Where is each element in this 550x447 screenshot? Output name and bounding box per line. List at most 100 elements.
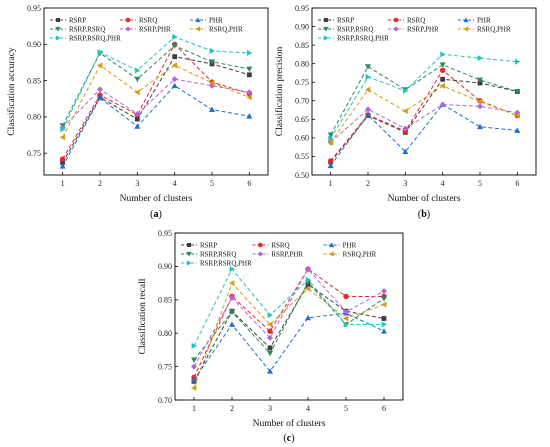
series-line	[193, 268, 384, 347]
series-rsrp-rsrq-phr	[60, 34, 253, 133]
chart-panel-c: 0.70 0.75 0.80 0.85 0.90 0.95 1 2 3 4 5 6 Number of …	[137, 229, 404, 444]
y-tick-label: 0.90	[295, 22, 309, 31]
series-line	[193, 268, 385, 367]
series-rsrq	[327, 67, 521, 164]
data-point	[134, 67, 141, 74]
x-tick-label: 2	[230, 404, 234, 413]
data-point	[246, 50, 253, 57]
y-tick-label: 0.70	[295, 97, 309, 106]
y-tick-label: 0.55	[295, 152, 309, 161]
series-rsrq	[191, 266, 387, 380]
legend-item: RSRP,RSRQ,PHR	[50, 35, 121, 43]
legend-label: RSRP,RSRQ	[200, 251, 236, 259]
series-line	[330, 85, 518, 144]
panel-caption: (a)	[150, 209, 162, 220]
legend-marker	[186, 260, 192, 266]
legend-item: PHR	[323, 242, 357, 250]
y-axis-label: Classification accuracy	[6, 47, 17, 136]
x-tick-label: 1	[329, 179, 333, 188]
x-tick-label: 6	[247, 179, 251, 188]
data-point	[171, 76, 178, 83]
series-rsrp-rsrq	[327, 62, 521, 138]
data-point	[191, 363, 197, 370]
data-point	[381, 288, 387, 295]
series-phr	[191, 310, 387, 383]
plot-frame	[174, 232, 404, 401]
data-point	[514, 127, 521, 133]
data-point	[402, 125, 409, 132]
series-line	[330, 103, 518, 143]
data-point	[267, 312, 273, 319]
y-tick-label: 0.65	[295, 115, 309, 124]
series-line	[330, 69, 518, 162]
data-point	[477, 123, 483, 130]
data-point	[97, 49, 103, 56]
series-rsrp	[60, 54, 252, 166]
legend-item: RSRP,RSRQ	[50, 26, 105, 34]
legend-label: RSRQ	[139, 17, 157, 25]
legend-label: RSRP,RSRQ,PHR	[337, 35, 389, 43]
data-point	[134, 123, 141, 129]
data-point	[59, 134, 66, 141]
series-line	[193, 282, 385, 389]
data-point	[171, 62, 178, 69]
series-rsrp-rsrq-phr	[328, 51, 521, 142]
data-point	[229, 294, 235, 301]
data-point	[172, 54, 178, 60]
data-point	[365, 74, 371, 81]
data-point	[440, 51, 446, 58]
data-point	[328, 135, 334, 142]
series-phr	[327, 101, 521, 169]
x-axis-label: Number of clusters	[120, 193, 193, 204]
legend-label: RSRP	[69, 17, 86, 25]
data-point	[343, 321, 349, 328]
legend-marker	[187, 243, 191, 247]
series-rsrq-phr	[191, 280, 387, 391]
legend-label: RSRP,RSRQ,PHR	[69, 35, 121, 43]
legend-marker	[329, 251, 334, 257]
legend-label: RSRQ	[407, 17, 425, 25]
data-point	[439, 101, 446, 108]
series-rsrp-phr	[59, 76, 253, 131]
data-point	[171, 43, 178, 49]
legend: RSRP RSRQ PHR RSRP,RSRQ RSRP,PHR RSRQ,PHR RSRP…	[50, 17, 243, 43]
data-point	[134, 116, 140, 122]
legend-label: RSRP,PHR	[139, 26, 171, 34]
legend-item: RSRP	[181, 242, 217, 250]
x-tick-label: 3	[403, 179, 407, 188]
legend-marker	[195, 17, 201, 23]
data-point	[246, 89, 253, 96]
legend-marker	[186, 251, 192, 257]
data-point	[381, 328, 387, 334]
legend-item: PHR	[190, 17, 223, 25]
data-point	[381, 316, 387, 321]
legend-marker	[55, 26, 61, 32]
data-point	[514, 112, 520, 119]
data-point	[327, 132, 334, 138]
data-point	[191, 376, 197, 383]
legend-marker	[329, 242, 335, 248]
series-line	[193, 281, 385, 361]
y-tick-label: 0.95	[158, 229, 172, 238]
legend-marker	[393, 26, 399, 32]
series-line	[62, 78, 250, 129]
data-point	[267, 334, 273, 341]
legend: RSRP RSRQ PHR RSRP,RSRQ RSRP,PHR RSRQ,PHR RSRP…	[318, 17, 511, 43]
y-tick-label: 0.95	[295, 4, 309, 13]
data-point	[365, 64, 371, 70]
data-point	[246, 113, 253, 119]
y-axis-label: Classification recall	[137, 278, 148, 354]
x-tick-label: 3	[268, 404, 272, 413]
series-rsrp-phr	[327, 101, 521, 146]
series-line	[193, 283, 385, 382]
data-point	[209, 79, 215, 86]
series-line	[62, 36, 250, 130]
legend-item: RSRP,RSRQ	[318, 26, 373, 34]
legend-label: RSRQ,PHR	[209, 26, 243, 34]
x-tick-label: 6	[515, 179, 519, 188]
data-point	[267, 345, 273, 351]
y-tick-label: 0.75	[295, 78, 309, 87]
legend-marker	[323, 26, 329, 32]
data-point	[134, 111, 141, 118]
data-point	[477, 55, 483, 62]
